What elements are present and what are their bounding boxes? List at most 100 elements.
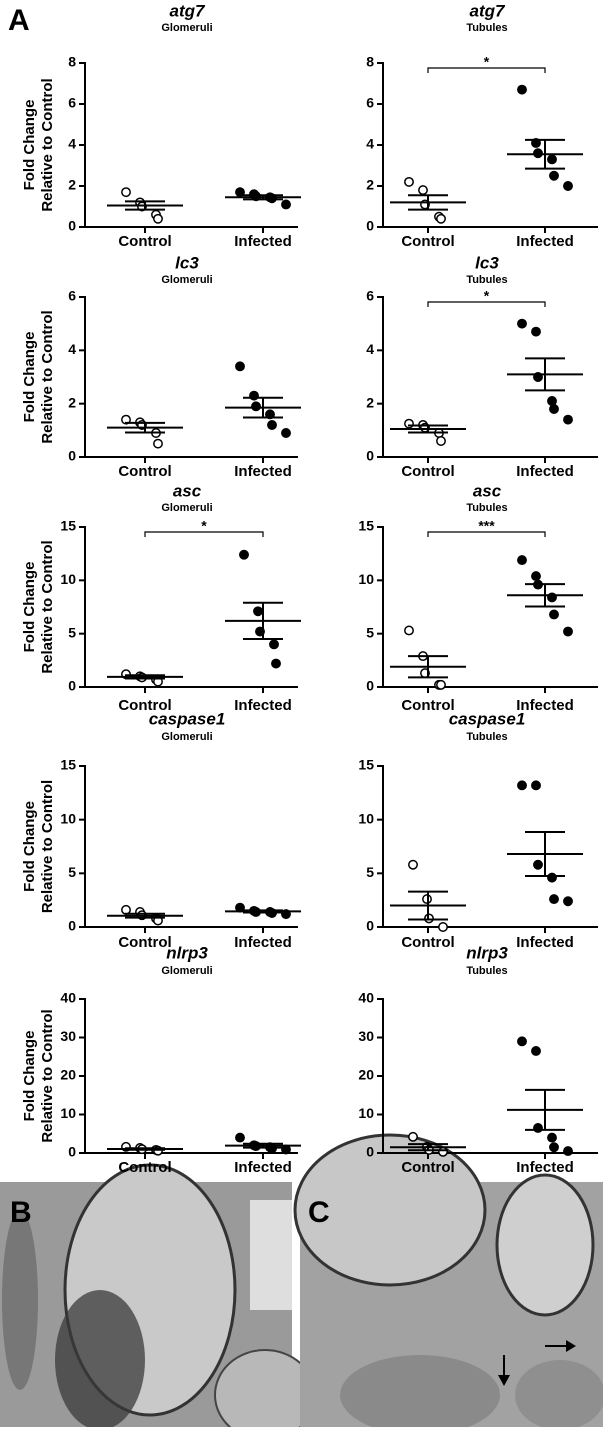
y-tick-label: 4	[68, 136, 76, 152]
y-tick-label: 40	[60, 990, 76, 1006]
y-tick-label: 8	[68, 54, 76, 70]
y-tick-label: 2	[366, 177, 374, 193]
y-tick-label: 10	[60, 1105, 76, 1121]
y-tick-label: 0	[366, 678, 374, 694]
significance-bracket	[144, 531, 264, 537]
y-tick-label: 15	[60, 757, 76, 773]
data-point	[531, 1046, 541, 1056]
data-point	[404, 625, 414, 636]
micrograph-b	[0, 1163, 316, 1432]
panel-label: B	[10, 1196, 32, 1229]
y-tick-label: 4	[366, 136, 374, 152]
chart-subtitle: Tubules	[466, 965, 507, 977]
y-axis-label: Fold Change	[21, 100, 38, 191]
chart-title: lc3	[175, 253, 199, 272]
data-point	[547, 396, 557, 406]
data-point	[517, 780, 527, 791]
y-axis-label: Fold Change	[21, 1031, 38, 1122]
data-point	[404, 418, 414, 429]
significance-bracket	[427, 531, 546, 537]
data-point	[239, 549, 249, 560]
x-tick-label: Control	[401, 463, 454, 480]
data-point	[531, 326, 541, 337]
y-tick-label: 0	[366, 448, 374, 464]
significance-label: *	[484, 288, 490, 304]
x-tick-label: Control	[118, 697, 171, 714]
y-tick-label: 2	[68, 394, 76, 410]
panel-label: C	[308, 1196, 330, 1229]
x-tick-label: Control	[118, 463, 171, 480]
y-tick-label: 0	[366, 918, 374, 934]
x-tick-label: Infected	[234, 463, 292, 480]
data-point	[269, 639, 279, 650]
y-tick-label: 10	[358, 810, 374, 826]
y-axis-label: Fold Change	[21, 801, 38, 892]
chart-title: caspase1	[149, 709, 226, 728]
chart-title: atg7	[470, 1, 507, 20]
data-point	[253, 606, 263, 617]
chart-subtitle: Glomeruli	[161, 965, 212, 977]
chart-title: asc	[473, 481, 502, 500]
data-point	[153, 213, 163, 224]
data-point	[547, 154, 557, 165]
chart-subtitle: Glomeruli	[161, 502, 212, 514]
data-point	[549, 404, 559, 414]
x-tick-label: Control	[401, 1159, 454, 1176]
y-tick-label: 30	[60, 1028, 76, 1044]
y-tick-label: 30	[358, 1028, 374, 1044]
y-tick-label: 0	[68, 918, 76, 934]
y-tick-label: 10	[358, 571, 374, 587]
y-tick-label: 6	[68, 288, 76, 304]
y-tick-label: 10	[358, 1105, 374, 1121]
data-point	[251, 401, 261, 412]
chart-title: nlrp3	[166, 943, 208, 962]
data-point	[281, 428, 291, 438]
y-axis-label: Relative to Control	[39, 540, 56, 673]
x-tick-label: Infected	[516, 233, 574, 250]
y-tick-label: 20	[358, 1067, 374, 1083]
y-tick-label: 0	[366, 1144, 374, 1160]
data-point	[408, 859, 418, 870]
y-axis-label: Relative to Control	[39, 78, 56, 211]
y-tick-label: 20	[60, 1067, 76, 1083]
y-axis-label: Fold Change	[21, 332, 38, 423]
data-point	[404, 176, 414, 187]
data-point	[267, 420, 277, 430]
data-point	[563, 626, 573, 637]
y-tick-label: 0	[68, 1144, 76, 1160]
data-point	[235, 1132, 245, 1143]
y-tick-label: 4	[366, 341, 374, 357]
data-point	[563, 1146, 573, 1157]
data-point	[153, 438, 163, 449]
data-point	[531, 571, 541, 582]
y-axis-label: Relative to Control	[39, 780, 56, 913]
x-tick-label: Infected	[234, 697, 292, 714]
data-point	[517, 555, 527, 566]
y-tick-label: 5	[68, 864, 76, 880]
y-tick-label: 0	[68, 678, 76, 694]
chart-subtitle: Glomeruli	[161, 731, 212, 743]
data-point	[533, 148, 543, 159]
significance-bracket	[427, 67, 546, 73]
significance-bracket	[427, 301, 546, 307]
y-tick-label: 6	[366, 288, 374, 304]
data-point	[121, 904, 131, 915]
chart-title: atg7	[170, 1, 207, 20]
x-tick-label: Control	[118, 233, 171, 250]
data-point	[436, 213, 446, 224]
data-point	[563, 896, 573, 907]
y-tick-label: 0	[366, 218, 374, 234]
chart-subtitle: Tubules	[466, 731, 507, 743]
y-tick-label: 8	[366, 54, 374, 70]
data-point	[563, 181, 573, 191]
y-tick-label: 5	[366, 624, 374, 640]
data-point	[418, 185, 428, 196]
x-tick-label: Infected	[234, 1159, 292, 1176]
y-axis-label: Relative to Control	[39, 310, 56, 443]
y-tick-label: 2	[68, 177, 76, 193]
x-tick-label: Infected	[516, 1159, 574, 1176]
y-axis-label: Fold Change	[21, 562, 38, 653]
data-point	[281, 199, 291, 210]
chart-subtitle: Glomeruli	[161, 274, 212, 286]
